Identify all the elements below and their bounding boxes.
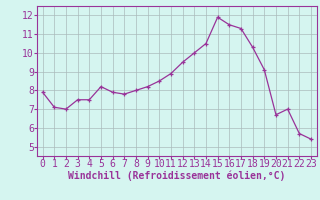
X-axis label: Windchill (Refroidissement éolien,°C): Windchill (Refroidissement éolien,°C)	[68, 170, 285, 181]
